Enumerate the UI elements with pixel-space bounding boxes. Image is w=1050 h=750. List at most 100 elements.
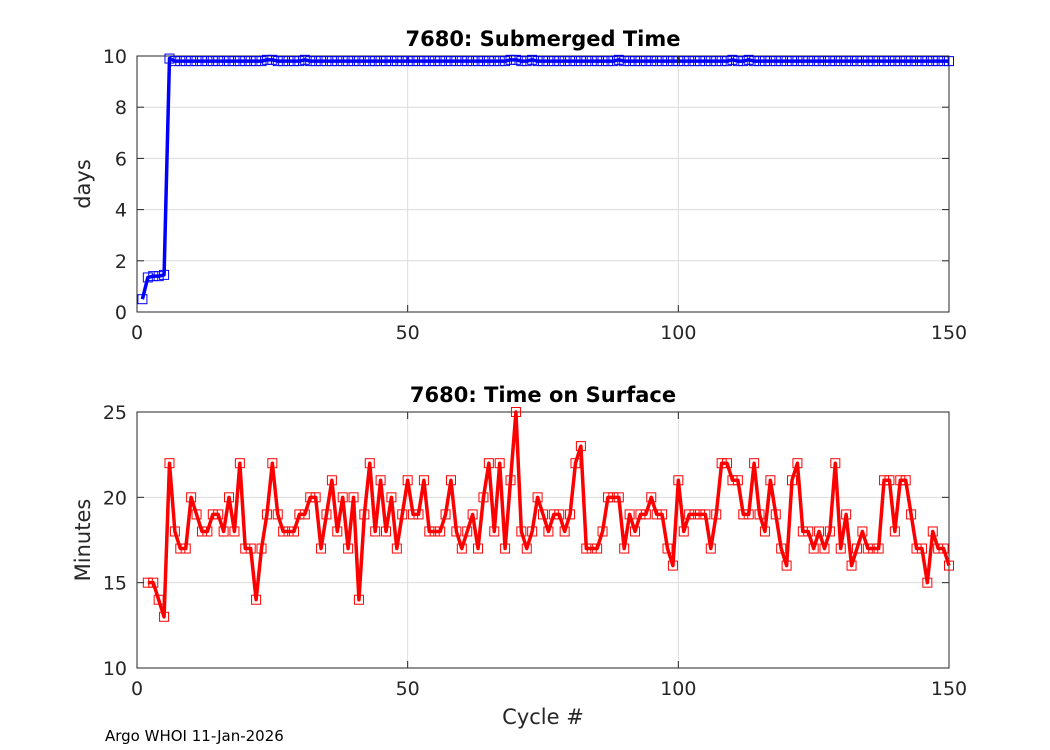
- submerged-time-data-point: [694, 56, 705, 67]
- surface-time-data-point: [381, 526, 392, 537]
- surface-time-data-point: [889, 526, 900, 537]
- surface-time-data-point: [278, 526, 289, 537]
- surface-time-data-point: [619, 543, 630, 554]
- submerged-time-data-point: [835, 56, 846, 67]
- surface-time-data-point: [727, 475, 738, 486]
- submerged-time-data-point: [278, 56, 289, 67]
- submerged-time-data-point: [267, 54, 278, 65]
- surface-time-data-point: [196, 526, 207, 537]
- submerged-time-data-point: [700, 56, 711, 67]
- submerged-time-data-point: [348, 56, 359, 67]
- submerged-time-data-point: [359, 56, 370, 67]
- submerged-time-data-point: [895, 56, 906, 67]
- surface-time-data-point: [944, 560, 954, 571]
- surface-time-data-point: [592, 543, 603, 554]
- surface-time-data-point: [370, 526, 381, 537]
- submerged-time-data-point: [819, 56, 830, 67]
- surface-time-data-point: [938, 543, 949, 554]
- surface-time-data-point: [418, 475, 429, 486]
- surface-time-data-point: [483, 458, 494, 469]
- submerged-time-data-point: [586, 56, 597, 67]
- submerged-time-data-point: [305, 56, 316, 67]
- submerged-time-data-point: [705, 56, 716, 67]
- surface-time-data-point: [624, 509, 635, 520]
- surface-time-xtick-label: 0: [131, 678, 143, 700]
- submerged-time-data-point: [245, 56, 256, 67]
- submerged-time-data-point: [489, 56, 500, 67]
- submerged-time-data-point: [375, 56, 386, 67]
- surface-time-ytick-label: 20: [103, 487, 127, 509]
- surface-time-data-point: [256, 543, 267, 554]
- submerged-time-data-point: [857, 56, 868, 67]
- submerged-time-data-point: [554, 56, 565, 67]
- surface-time-data-point: [868, 543, 879, 554]
- surface-time-data-point: [922, 577, 933, 588]
- submerged-time-grid: [137, 56, 949, 312]
- surface-time-data-point: [754, 509, 765, 520]
- surface-time-data-point: [516, 526, 527, 537]
- submerged-time-data-point: [532, 56, 543, 67]
- surface-time-data-point: [819, 543, 830, 554]
- submerged-time-data-point: [776, 56, 787, 67]
- submerged-time-data-point: [889, 56, 900, 67]
- submerged-time-data-point: [689, 56, 700, 67]
- submerged-time-data-point: [505, 54, 516, 65]
- surface-time-data-point: [602, 492, 613, 503]
- submerged-time-data-point: [521, 56, 532, 67]
- submerged-time-data-point: [408, 56, 419, 67]
- submerged-time-data-point: [445, 56, 456, 67]
- surface-time-data-point: [261, 509, 272, 520]
- submerged-time-data-point: [326, 56, 337, 67]
- surface-time-data-point: [651, 509, 662, 520]
- surface-time-data-point: [451, 526, 462, 537]
- submerged-time-data-point: [391, 56, 402, 67]
- surface-time-data-point: [397, 509, 408, 520]
- submerged-time-data-point: [608, 56, 619, 67]
- submerged-time-data-point: [191, 56, 202, 67]
- surface-time-data-point: [510, 407, 521, 417]
- surface-time-data-point: [386, 492, 397, 503]
- submerged-time-data-point: [494, 56, 505, 67]
- surface-time-data-point: [413, 509, 424, 520]
- submerged-time-data-point: [787, 56, 798, 67]
- submerged-time-data-point: [364, 56, 375, 67]
- surface-time-data-point: [505, 475, 516, 486]
- surface-time-data-point: [478, 492, 489, 503]
- surface-time-data-point: [884, 475, 895, 486]
- surface-time-data-point: [543, 526, 554, 537]
- surface-time-data-point: [906, 509, 917, 520]
- surface-time-data-point: [570, 458, 581, 469]
- submerged-time-data-point: [592, 56, 603, 67]
- surface-time-data-point: [305, 492, 316, 503]
- submerged-time-data-point: [916, 56, 927, 67]
- submerged-time-data-point: [646, 56, 657, 67]
- submerged-time-data-point: [251, 56, 262, 67]
- submerged-time-ytick-label: 6: [115, 148, 127, 170]
- submerged-time-data-point: [234, 56, 245, 67]
- submerged-time-data-point: [613, 54, 624, 65]
- submerged-time-data-point: [684, 56, 695, 67]
- submerged-time-data-point: [803, 56, 814, 67]
- surface-time-series-line: [147, 410, 951, 619]
- submerged-time-data-point: [196, 56, 207, 67]
- surface-time-data-point: [402, 475, 413, 486]
- submerged-time-data-point: [624, 56, 635, 67]
- surface-time-data-point: [288, 526, 299, 537]
- surface-time-data-point: [722, 458, 733, 469]
- surface-time-data-point: [224, 492, 235, 503]
- surface-time-data-point: [630, 526, 641, 537]
- surface-time-data-point: [933, 543, 944, 554]
- surface-time-data-point: [554, 509, 565, 520]
- submerged-time-data-point: [527, 54, 538, 65]
- submerged-time-data-point: [310, 56, 321, 67]
- surface-time-data-point: [851, 543, 862, 554]
- submerged-time-data-point: [922, 56, 933, 67]
- surface-time-data-point: [348, 492, 359, 503]
- submerged-time-data-point: [543, 56, 554, 67]
- submerged-time-data-point: [841, 56, 852, 67]
- submerged-time-series: [137, 53, 954, 305]
- surface-time-data-point: [781, 560, 792, 571]
- surface-time-data-point: [911, 543, 922, 554]
